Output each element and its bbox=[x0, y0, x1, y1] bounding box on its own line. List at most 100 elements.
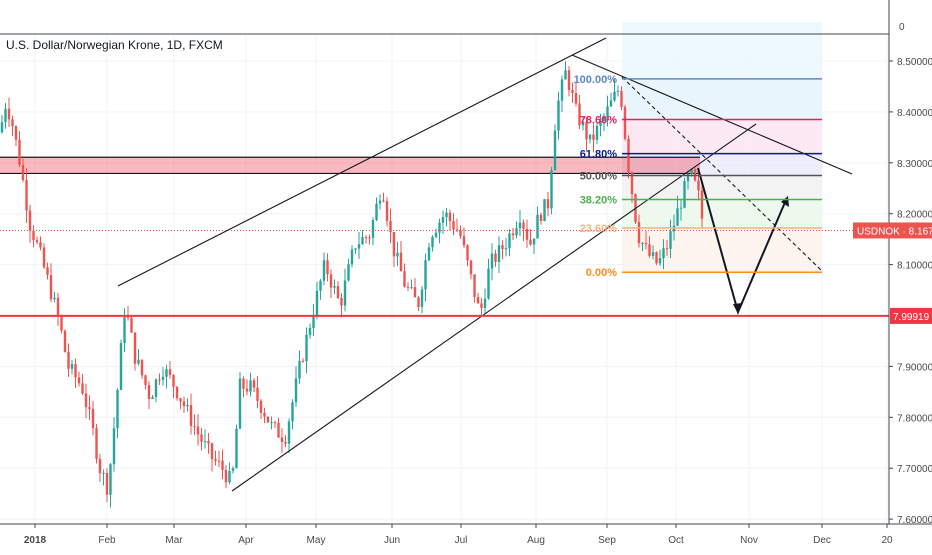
candle-body bbox=[399, 252, 403, 272]
time-tick-label: Jun bbox=[384, 535, 400, 546]
support-level-badge-label: 7.99919 bbox=[893, 312, 930, 323]
candle-body bbox=[298, 360, 301, 379]
candle-body bbox=[39, 242, 42, 248]
candle-body bbox=[522, 222, 525, 229]
candle-body bbox=[641, 243, 644, 245]
candle-body bbox=[175, 386, 179, 399]
candle-body bbox=[270, 422, 273, 424]
candle-body bbox=[109, 464, 112, 495]
candle-body bbox=[186, 404, 189, 407]
fib-level-label: 38.20% bbox=[580, 194, 618, 206]
candle-body bbox=[697, 180, 700, 191]
candle-body bbox=[483, 298, 487, 308]
candle-body bbox=[630, 172, 634, 195]
candle-body bbox=[550, 170, 553, 209]
candle-body bbox=[91, 408, 95, 429]
candle-body bbox=[529, 239, 532, 245]
candle-body bbox=[543, 199, 546, 222]
channel-upper-line[interactable] bbox=[117, 37, 607, 287]
candle-body bbox=[382, 200, 385, 202]
candle-body bbox=[266, 416, 270, 423]
fib-level-label: 50.00% bbox=[580, 171, 618, 183]
candle-body bbox=[627, 138, 630, 173]
candle-body bbox=[252, 380, 256, 388]
candle-body bbox=[165, 369, 168, 377]
candle-body bbox=[210, 443, 214, 460]
candle-body bbox=[578, 103, 581, 126]
candle-body bbox=[497, 245, 501, 262]
candle-body bbox=[0, 122, 4, 133]
candle-body bbox=[63, 330, 67, 353]
candle-body bbox=[347, 264, 350, 281]
candle-body bbox=[452, 221, 455, 230]
candle-body bbox=[172, 375, 175, 387]
candle-body bbox=[140, 359, 144, 376]
price-tick-label: 7.80000 bbox=[897, 413, 932, 424]
candle-body bbox=[410, 287, 413, 289]
candle-body bbox=[434, 232, 438, 238]
candle-body bbox=[32, 230, 35, 241]
candle-body bbox=[644, 243, 648, 245]
candle-body bbox=[431, 237, 434, 248]
candle-body bbox=[18, 139, 21, 165]
fib-level-label: 78.60% bbox=[580, 115, 618, 127]
candle-body bbox=[532, 238, 536, 245]
candle-body bbox=[665, 248, 669, 250]
candle-body bbox=[466, 245, 469, 261]
channel-lower-line[interactable] bbox=[231, 123, 757, 492]
candle-body bbox=[406, 286, 410, 288]
price-axis-background bbox=[889, 0, 932, 550]
candle-body bbox=[571, 89, 574, 94]
candle-body bbox=[200, 434, 203, 442]
current-price-badge[interactable] bbox=[853, 222, 932, 239]
candle-body bbox=[343, 280, 347, 306]
resistance-zone[interactable] bbox=[0, 157, 700, 174]
candle-body bbox=[263, 412, 266, 417]
time-tick-label: 2018 bbox=[24, 535, 47, 546]
candle-body bbox=[35, 240, 39, 243]
candle-body bbox=[511, 233, 515, 236]
support-level-badge[interactable] bbox=[890, 307, 932, 324]
candle-body bbox=[207, 441, 210, 444]
candle-body bbox=[368, 237, 371, 239]
chart-title: U.S. Dollar/Norwegian Krone, 1D, FXCM bbox=[6, 38, 223, 52]
candle-body bbox=[427, 247, 431, 261]
fib-band-top bbox=[622, 22, 822, 79]
fib-band bbox=[622, 78, 822, 120]
candle-body bbox=[291, 402, 294, 422]
candle-body bbox=[242, 378, 245, 389]
candle-body bbox=[676, 208, 679, 226]
candle-body bbox=[539, 214, 543, 222]
candle-body bbox=[151, 397, 154, 400]
candle-body bbox=[88, 407, 91, 409]
candle-body bbox=[336, 286, 340, 298]
candle-body bbox=[599, 120, 602, 126]
candle-body bbox=[557, 100, 560, 131]
time-tick-label: Aug bbox=[527, 535, 545, 546]
candle-body bbox=[567, 70, 571, 90]
candle-body bbox=[350, 249, 354, 265]
candle-body bbox=[130, 317, 133, 333]
price-axis-top-label: 0 bbox=[899, 22, 905, 33]
candle-body bbox=[448, 212, 452, 222]
candle-body bbox=[231, 468, 235, 471]
time-tick-label: Feb bbox=[98, 535, 116, 546]
candle-body bbox=[420, 289, 424, 307]
candle-body bbox=[284, 441, 287, 444]
candle-body bbox=[700, 190, 704, 219]
time-tick-label: Jul bbox=[455, 535, 468, 546]
price-tick-label: 8.50000 bbox=[897, 57, 932, 68]
candle-body bbox=[473, 274, 476, 297]
candle-body bbox=[147, 384, 151, 400]
candle-body bbox=[21, 164, 25, 181]
candle-body bbox=[196, 426, 200, 435]
candle-body bbox=[494, 253, 497, 262]
candle-body bbox=[74, 364, 77, 378]
candle-body bbox=[238, 378, 242, 429]
candle-body bbox=[60, 316, 63, 331]
candle-body bbox=[515, 228, 518, 236]
candle-body bbox=[329, 274, 333, 288]
candle-body bbox=[193, 426, 196, 428]
candle-body bbox=[683, 181, 686, 208]
